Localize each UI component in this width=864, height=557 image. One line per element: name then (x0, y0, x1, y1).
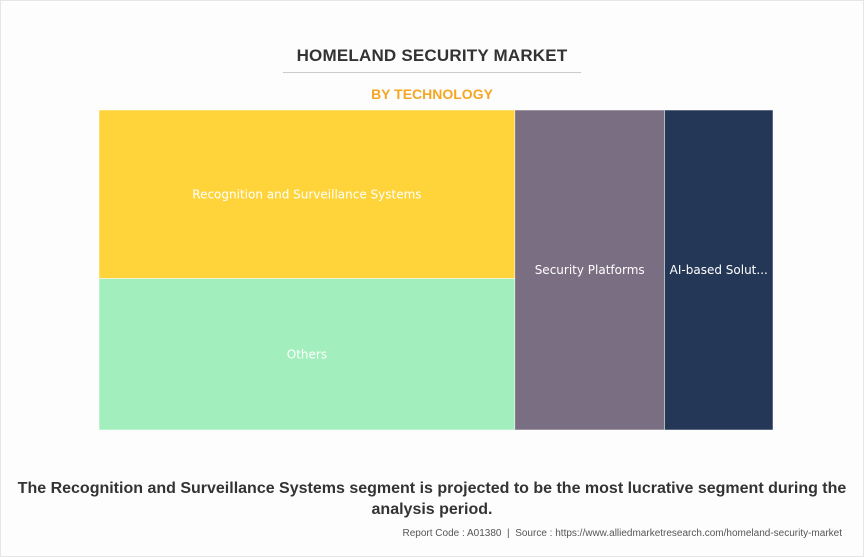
treemap-label-security-platforms: Security Platforms (535, 263, 645, 277)
chart-subtitle: BY TECHNOLOGY (371, 86, 493, 102)
treemap-label-recognition-and-surveillance-systems: Recognition and Surveillance Systems (192, 187, 421, 201)
treemap-cell-others[interactable] (98, 278, 516, 431)
report-code: Report Code : A01380 (402, 528, 502, 539)
source-footer: Report Code : A01380 | Source : https://… (403, 528, 843, 539)
footer-separator: | (507, 528, 510, 539)
source-link[interactable]: Source : https://www.alliedmarketresearc… (515, 528, 842, 539)
treemap-cell-security-platforms[interactable] (514, 109, 665, 431)
title-underline (283, 72, 581, 73)
treemap-cell-ai-based-solutions[interactable] (664, 109, 774, 431)
chart-caption: The Recognition and Surveillance Systems… (17, 480, 847, 518)
treemap-label-ai-based-solutions: AI-based Solut... (670, 263, 768, 277)
chart-title: HOMELAND SECURITY MARKET (296, 46, 568, 65)
treemap-label-others: Others (287, 347, 327, 361)
treemap-cell-recognition-and-surveillance-systems[interactable] (98, 109, 516, 279)
